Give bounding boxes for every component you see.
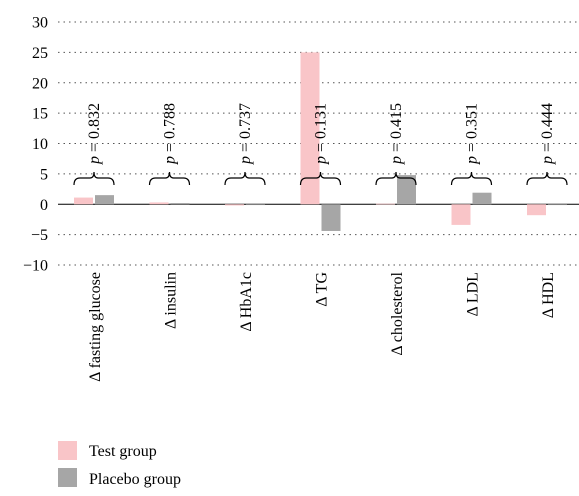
p-value-label: p = 0.415	[388, 103, 405, 165]
y-tick-label: 0	[40, 197, 48, 214]
bar-test-2	[225, 204, 244, 206]
category-label: Δ LDL	[465, 272, 482, 317]
p-value-label: p = 0.444	[539, 103, 556, 165]
category-label: Δ HbA1c	[238, 272, 255, 332]
legend-label-placebo-group: Placebo group	[89, 471, 181, 488]
y-tick-label: 30	[32, 15, 48, 32]
y-tick-label: 15	[32, 106, 48, 123]
bar-test-0	[74, 197, 93, 205]
y-tick-label: 5	[40, 166, 48, 183]
p-bracket	[375, 171, 417, 186]
category-labels: Δ fasting glucose Δ insulin Δ HbA1c Δ TG Δ c…	[87, 271, 557, 381]
p-value-brackets: p = 0.832 p = 0.788 p = 0.737 p = 0.131 p = …	[73, 103, 568, 186]
category-label: Δ insulin	[163, 272, 180, 329]
bar-placebo-2	[246, 204, 265, 206]
y-tick-label: 20	[32, 75, 48, 92]
legend-label-test-group: Test group	[89, 443, 157, 460]
bar-test-5	[451, 204, 471, 225]
p-value-label: p = 0.131	[313, 103, 330, 165]
bar-placebo-0	[95, 195, 114, 205]
y-tick-label: 10	[32, 136, 48, 153]
bar-placebo-3	[321, 204, 341, 231]
bar-placebo-5	[472, 192, 492, 205]
p-bracket	[450, 171, 493, 186]
category-label: Δ cholesterol	[389, 271, 406, 355]
bars	[74, 52, 567, 231]
legend-swatch-test-group	[58, 441, 77, 460]
y-tick-label: −5	[31, 227, 48, 244]
category-label: Δ fasting glucose	[87, 272, 104, 382]
p-bracket	[73, 171, 115, 186]
bar-placebo-6	[548, 204, 567, 206]
category-label: Δ TG	[314, 272, 331, 307]
bar-test-4	[376, 203, 395, 205]
p-bracket	[148, 171, 191, 186]
y-axis-ticks: 30 25 20 15 10 5 0 −5 −10	[23, 15, 48, 275]
bar-test-1	[149, 202, 169, 205]
p-bracket	[299, 171, 342, 186]
bar-placebo-1	[170, 203, 190, 205]
bar-test-6	[527, 204, 546, 216]
legend: Test group Placebo group	[58, 441, 181, 488]
y-tick-label: −10	[23, 258, 48, 275]
p-bracket	[526, 171, 568, 186]
category-label: Δ HDL	[540, 272, 557, 318]
p-value-label: p = 0.832	[86, 103, 103, 165]
bar-placebo-4	[397, 175, 416, 205]
p-value-label: p = 0.737	[237, 103, 254, 165]
p-value-label: p = 0.788	[162, 103, 179, 165]
p-bracket	[224, 171, 266, 186]
p-value-label: p = 0.351	[464, 103, 481, 165]
bar-test-3	[300, 52, 320, 205]
legend-swatch-placebo-group	[58, 468, 77, 487]
y-tick-label: 25	[32, 45, 48, 62]
